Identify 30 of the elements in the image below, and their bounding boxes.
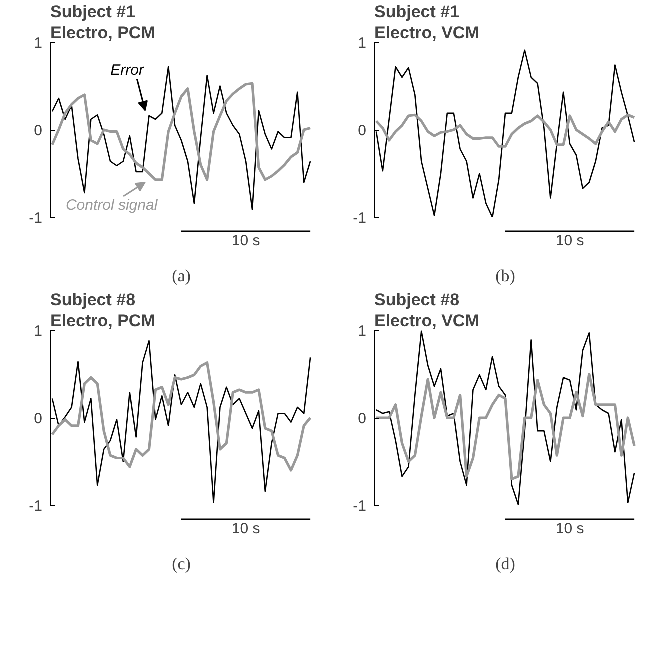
x-axis-title: (a) <box>172 266 191 286</box>
y-tick-label: 0 <box>34 410 42 428</box>
x-axis-title: (b) <box>496 266 516 286</box>
y-tick-label: -1 <box>353 210 367 227</box>
chart-subtitle: Electro, PCM <box>50 312 156 330</box>
legend-label: Control signal <box>66 196 158 214</box>
chart-title: Subject #1 <box>50 2 136 22</box>
chart-subtitle: Electro, VCM <box>374 24 480 42</box>
y-tick-label: 1 <box>34 35 42 52</box>
text: 10 s <box>232 232 260 250</box>
y-tick-label: -1 <box>29 210 43 227</box>
text: 10 s <box>556 520 584 538</box>
y-tick-label: 1 <box>34 323 42 340</box>
y-tick-label: 1 <box>358 323 366 340</box>
chart-title: Subject #8 <box>374 290 460 310</box>
y-tick-label: 0 <box>34 122 42 140</box>
text: 10 s <box>556 232 584 250</box>
chart-title: Subject #8 <box>50 290 136 310</box>
chart-subtitle: Electro, VCM <box>374 312 480 330</box>
y-tick-label: -1 <box>29 498 43 515</box>
y-tick-label: 1 <box>358 35 366 52</box>
y-tick-label: 0 <box>358 410 366 428</box>
x-axis-title: (d) <box>496 554 516 574</box>
chart-title: Subject #1 <box>374 2 460 22</box>
y-tick-label: 0 <box>358 122 366 140</box>
chart-subtitle: Electro, PCM <box>50 24 156 42</box>
y-tick-label: -1 <box>353 498 367 515</box>
series-label: Error <box>110 62 145 79</box>
text: 10 s <box>232 520 260 538</box>
x-axis-title: (c) <box>172 554 191 574</box>
